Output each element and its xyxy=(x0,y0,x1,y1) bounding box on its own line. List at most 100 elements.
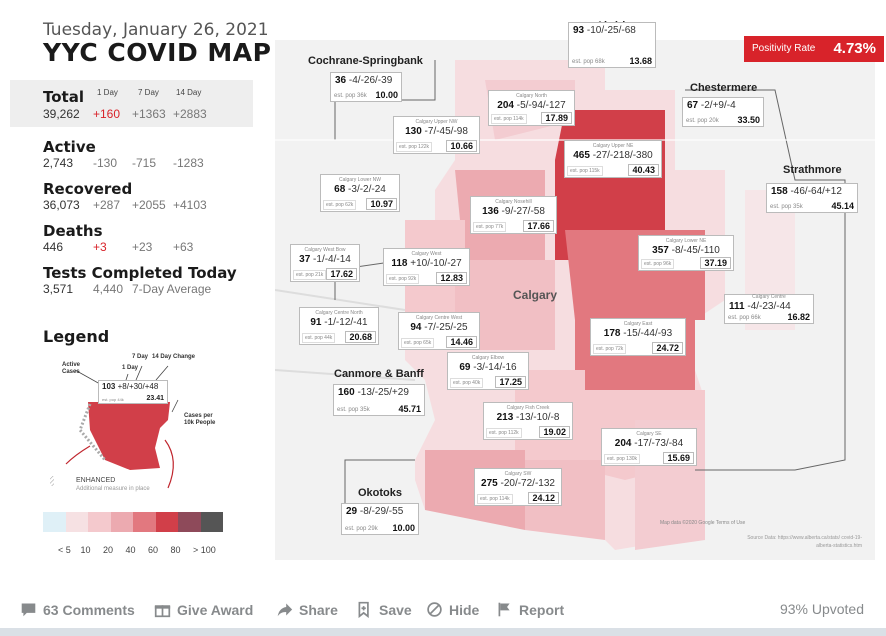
region-active: 136 xyxy=(482,206,499,217)
region-rate: 24.72 xyxy=(652,342,683,354)
region-cases: 204 -17/-73/-84 xyxy=(602,438,696,449)
outer-active: 160 xyxy=(338,387,355,398)
bookmark-plus-icon xyxy=(358,601,369,618)
region-cases: 130 -7/-45/-98 xyxy=(394,126,479,137)
deaths-14day: +63 xyxy=(173,240,194,254)
scale-label: 10 xyxy=(80,545,91,555)
outer-changes: -4/-26/-39 xyxy=(348,75,393,86)
map-attribution[interactable]: Map data ©2020 Google Terms of Use xyxy=(660,520,746,526)
outer-cases: 111 -4/-23/-44 xyxy=(729,301,791,312)
tests-average: 4,440 xyxy=(93,282,124,296)
outer-pop: est. pop 66k xyxy=(728,315,761,321)
region-rate: 17.66 xyxy=(523,220,554,232)
col-7day: 7 Day xyxy=(138,88,159,97)
region-rate: 24.12 xyxy=(528,492,559,504)
active-7day: -715 xyxy=(132,156,157,170)
outer-pop: est. pop 68k xyxy=(572,59,605,65)
region-box: Calgary North 204 -5/-94/-127 est. pop 1… xyxy=(488,90,575,126)
region-pop: est. pop 77k xyxy=(473,222,507,232)
region-rate: 10.97 xyxy=(366,198,397,210)
total-box xyxy=(10,80,253,127)
outer-region-box: 67 -2/+9/-4 est. pop 20k 33.50 xyxy=(682,97,764,127)
region-name: Calgary Lower NW xyxy=(339,177,381,183)
region-rate: 19.02 xyxy=(539,426,570,438)
save-button[interactable]: Save xyxy=(356,601,412,618)
region-pop: est. pop 21k xyxy=(293,270,327,280)
region-name: Calgary Lower NE xyxy=(665,238,707,244)
region-rate: 17.62 xyxy=(326,268,357,280)
region-cases: 357 -8/-45/-110 xyxy=(639,245,733,256)
scale-swatch xyxy=(88,512,111,532)
legend-enhanced-sub: Additional measure in place xyxy=(76,486,150,492)
legend-enhanced: ENHANCED xyxy=(76,477,116,484)
outer-region-box: 160 -13/-25/+29 est. pop 35k 45.71 xyxy=(333,384,425,416)
deaths-label: Deaths xyxy=(43,222,103,240)
recovered-1day: +287 xyxy=(93,198,121,212)
region-name: Calgary West xyxy=(411,251,442,257)
region-rate: 14.46 xyxy=(446,336,477,348)
legend-diagram xyxy=(50,365,179,489)
active-14day: -1283 xyxy=(173,156,204,170)
region-changes: -3/-14/-16 xyxy=(473,362,517,373)
region-active: 94 xyxy=(410,322,422,333)
region-box: Calgary Upper NW 130 -7/-45/-98 est. pop… xyxy=(393,116,480,154)
outer-active: 29 xyxy=(346,506,358,517)
region-active: 69 xyxy=(459,362,471,373)
hide-icon xyxy=(427,602,442,617)
legend-7day: 7 Day xyxy=(132,354,149,360)
region-box: Calgary West 118 +10/-10/-27 est. pop 92… xyxy=(383,248,470,286)
region-pop: est. pop 114k xyxy=(491,114,527,124)
give-award-button[interactable]: Give Award xyxy=(154,601,253,618)
region-changes: -15/-44/-93 xyxy=(623,328,673,339)
region-changes: -3/-2/-24 xyxy=(348,184,386,195)
outer-changes: -2/+9/-4 xyxy=(700,100,736,111)
scale-swatch xyxy=(133,512,156,532)
bottom-divider xyxy=(0,628,886,636)
outer-region-label: Okotoks xyxy=(358,487,403,499)
outer-active: 67 xyxy=(687,100,699,111)
recovered-value: 36,073 xyxy=(43,198,80,212)
legend-sample-changes: +8/+30/+48 xyxy=(117,382,159,391)
outer-pop: est. pop 36k xyxy=(334,93,367,99)
region-name: Calgary West Bow xyxy=(304,247,346,253)
legend-sample-pop: est. pop 44k xyxy=(102,397,124,402)
scale-swatch xyxy=(110,512,133,532)
deaths-7day: +23 xyxy=(132,240,153,254)
share-button[interactable]: Share xyxy=(276,601,338,618)
region-pop: est. pop 40k xyxy=(450,378,484,388)
legend-active-cases: Active Cases xyxy=(62,362,81,375)
legend-sample-box: 103 +8/+30/+48 est. pop 44k 23.41 xyxy=(98,380,168,404)
comments-button[interactable]: 63 Comments xyxy=(20,601,135,618)
region-pop: est. pop 114k xyxy=(477,494,513,504)
region-cases: 465 -27/-218/-380 xyxy=(565,150,661,161)
active-label: Active xyxy=(43,138,96,156)
legend-sample-rate: 23.41 xyxy=(146,395,164,402)
region-changes: +10/-10/-27 xyxy=(410,258,462,269)
report-button[interactable]: Report xyxy=(496,601,564,618)
legend-cases-per: Cases per 10k People xyxy=(184,413,216,426)
upvote-ratio: 93% Upvoted xyxy=(779,601,864,617)
hide-button[interactable]: Hide xyxy=(426,601,479,618)
recovered-14day: +4103 xyxy=(173,198,207,212)
outer-rate: 33.50 xyxy=(737,115,760,125)
outer-cases: 29 -8/-29/-55 xyxy=(346,506,403,517)
region-changes: -5/-94/-127 xyxy=(516,100,566,111)
region-changes: -13/-10/-8 xyxy=(516,412,560,423)
region-box: Calgary Elbow 69 -3/-14/-16 est. pop 40k… xyxy=(447,352,529,390)
col-14day: 14 Day xyxy=(176,88,202,97)
region-cases: 204 -5/-94/-127 xyxy=(489,100,574,111)
region-name: Calgary SE xyxy=(636,431,662,437)
infographic-image[interactable]: Tuesday, January 26, 2021 YYC COVID MAP … xyxy=(0,0,886,585)
positivity-value: 4.73% xyxy=(833,40,876,57)
region-cases: 94 -7/-25/-25 xyxy=(399,322,479,333)
source-data[interactable]: Source Data: https://www.alberta.ca/stat… xyxy=(747,535,862,549)
color-scale xyxy=(43,512,223,532)
outer-rate: 13.68 xyxy=(629,56,652,66)
outer-rate: 10.00 xyxy=(375,90,398,100)
flag-icon xyxy=(498,602,510,617)
outer-pop: est. pop 35k xyxy=(337,407,370,413)
legend-sample-main: 103 xyxy=(102,382,116,391)
region-name: Calgary East xyxy=(623,321,653,327)
post-action-bar: 63 Comments Give Award Share Save Hide R… xyxy=(0,594,886,626)
gift-icon xyxy=(154,605,171,618)
